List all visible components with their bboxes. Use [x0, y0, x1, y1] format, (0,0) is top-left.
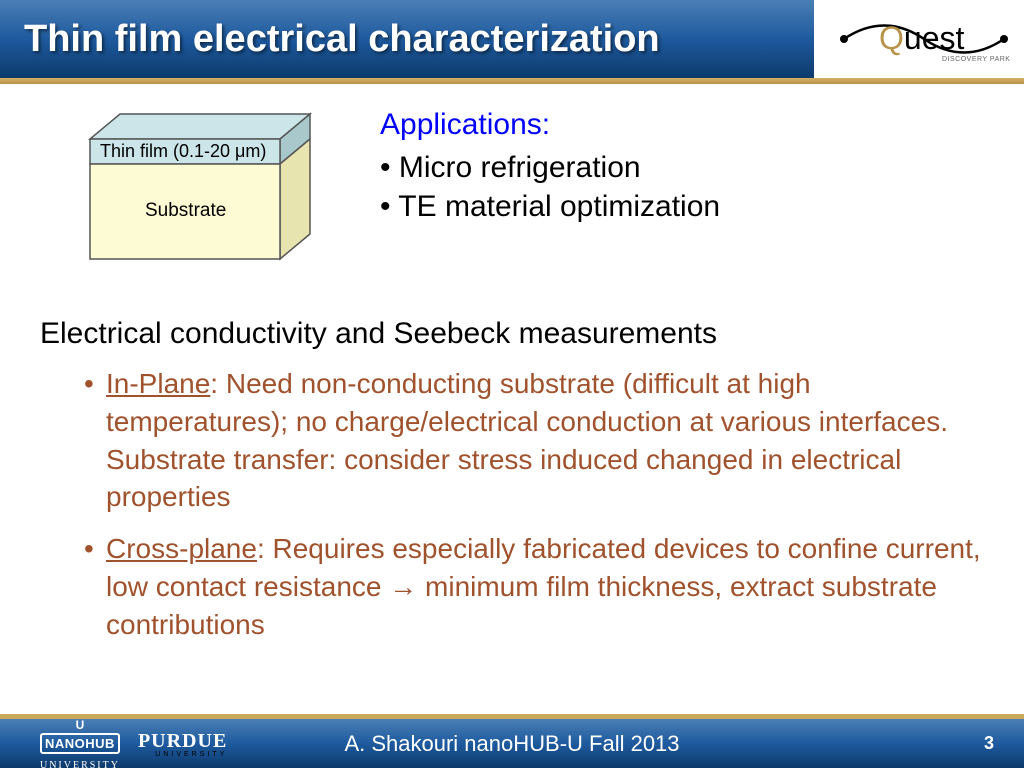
quest-rest: uest	[904, 20, 965, 56]
footer-logos: U NANOHUB UNIVERSITY PURDUE UNIVERSITY	[0, 727, 227, 761]
slide-header: Thin film electrical characterization Qu…	[0, 0, 1024, 78]
page-number: 3	[984, 733, 994, 754]
bullet-list: In-Plane: Need non-conducting substrate …	[40, 365, 984, 644]
film-label: Thin film (0.1-20 μm)	[100, 141, 266, 161]
section-heading: Electrical conductivity and Seebeck meas…	[40, 317, 984, 351]
applications-title: Applications:	[380, 108, 984, 142]
thinfilm-svg: Thin film (0.1-20 μm) Substrate	[70, 104, 330, 274]
bullet-text: : Need non-conducting substrate (difficu…	[106, 368, 948, 512]
footer-attribution: A. Shakouri nanoHUB-U Fall 2013	[344, 731, 679, 757]
slide-content: Thin film (0.1-20 μm) Substrate Applicat…	[0, 84, 1024, 644]
app-item-text: TE material optimization	[398, 190, 720, 223]
applications-item: • TE material optimization	[380, 187, 984, 226]
svg-text:Quest: Quest	[879, 20, 964, 56]
quest-sub: DISCOVERY PARK	[942, 56, 1010, 63]
bullet-item: Cross-plane: Requires especially fabrica…	[84, 530, 984, 643]
purdue-logo: PURDUE	[138, 730, 227, 752]
thinfilm-diagram: Thin film (0.1-20 μm) Substrate	[40, 104, 340, 279]
applications-block: Applications: • Micro refrigeration • TE…	[380, 104, 984, 226]
purdue-logo-block: PURDUE UNIVERSITY	[138, 730, 227, 758]
slide-footer: U NANOHUB UNIVERSITY PURDUE UNIVERSITY A…	[0, 714, 1024, 768]
nanohub-logo: NANOHUB	[40, 733, 120, 754]
bullet-lead: Cross-plane	[106, 533, 257, 564]
bullet-lead: In-Plane	[106, 368, 210, 399]
bullet-item: In-Plane: Need non-conducting substrate …	[84, 365, 984, 516]
film-top	[90, 114, 310, 139]
app-item-text: Micro refrigeration	[399, 151, 641, 184]
substrate-label: Substrate	[145, 200, 226, 221]
top-row: Thin film (0.1-20 μm) Substrate Applicat…	[40, 104, 984, 279]
nanohub-u: U	[76, 718, 85, 732]
nanohub-sub: UNIVERSITY	[40, 760, 120, 771]
applications-item: • Micro refrigeration	[380, 148, 984, 187]
quest-logo-svg: Quest DISCOVERY PARK	[824, 7, 1014, 71]
slide-title: Thin film electrical characterization	[24, 18, 660, 61]
quest-q: Q	[879, 20, 904, 56]
quest-logo: Quest DISCOVERY PARK	[814, 0, 1024, 78]
